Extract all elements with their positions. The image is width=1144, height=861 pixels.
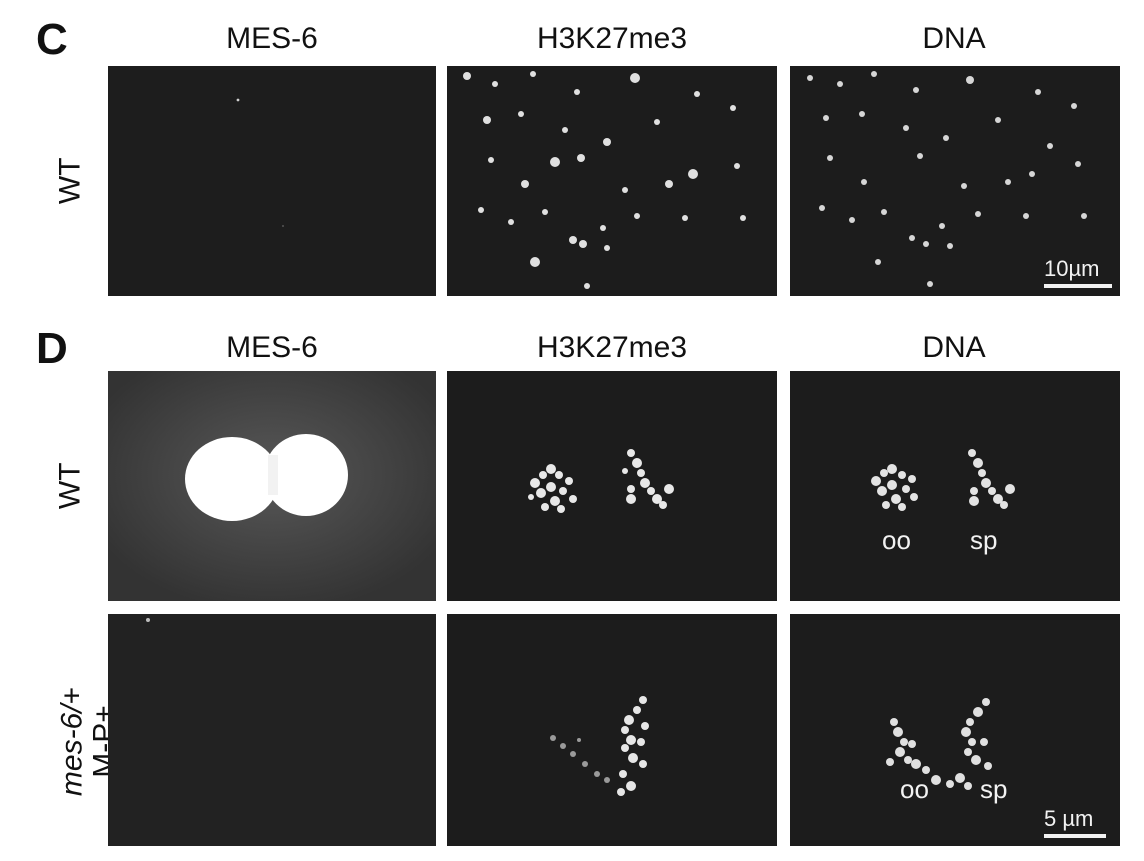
scale-bar-label-c: 10µm [1044, 256, 1100, 281]
nucleus-spot [492, 81, 498, 87]
nucleus-spot [881, 209, 887, 215]
micrograph-d-mes6-dna: oo sp 5 µm [790, 614, 1120, 846]
nucleus-spot [530, 71, 536, 77]
nucleus-spot [903, 125, 909, 131]
nucleus-spot [819, 205, 825, 211]
nucleus-spot [577, 154, 585, 162]
nucleus-spot [518, 111, 524, 117]
nucleus-spot [579, 240, 587, 248]
nucleus-spot [530, 257, 540, 267]
nucleus-spot [562, 127, 568, 133]
nucleus-spot [913, 87, 919, 93]
micrograph-d-mes6-mes6 [108, 614, 436, 846]
nucleus-spot [1047, 143, 1053, 149]
row-label-c-wt: WT [53, 157, 87, 205]
micrograph-d-mes6-h3k27me3 [447, 614, 777, 846]
col-title-c-dna: DNA [922, 22, 986, 55]
nucleus-spot [688, 169, 698, 179]
micrograph-d-wt-dna: oo sp [790, 371, 1120, 601]
nucleus-spot [488, 157, 494, 163]
nucleus-spot [654, 119, 660, 125]
nucleus-spot [682, 215, 688, 221]
nucleus-spot [665, 180, 673, 188]
row-label-d-wt: WT [53, 462, 87, 510]
nucleus-spot [871, 71, 877, 77]
nucleus-spot [909, 235, 915, 241]
nucleus-spot [521, 180, 529, 188]
nucleus-spot [740, 215, 746, 221]
nucleus-spot [849, 217, 855, 223]
nucleus-spot [734, 163, 740, 169]
col-title-d-h3k27me3: H3K27me3 [536, 331, 688, 364]
nucleus-spot [478, 207, 484, 213]
nucleus-spot [622, 187, 628, 193]
nucleus-spot [574, 89, 580, 95]
nucleus-spot [730, 105, 736, 111]
micrograph-d-wt-mes6 [108, 371, 436, 601]
panel-letter-c: C [36, 15, 68, 64]
nucleus-spot [483, 116, 491, 124]
nucleus-spot [550, 157, 560, 167]
oocyte-label-d-mes6: oo [900, 774, 929, 804]
nucleus-spot [1029, 171, 1035, 177]
nucleus-spot [961, 183, 967, 189]
nucleus-spot [823, 115, 829, 121]
nucleus-spot [927, 281, 933, 287]
col-title-d-mes6: MES-6 [226, 331, 318, 364]
col-title-d-dna: DNA [922, 331, 986, 364]
nucleus-spot [1081, 213, 1087, 219]
nucleus-spot [1005, 179, 1011, 185]
nucleus-spot [995, 117, 1001, 123]
nucleus-spot [939, 223, 945, 229]
nucleus-spot [508, 219, 514, 225]
nucleus-spot [859, 111, 865, 117]
nucleus-spot [827, 155, 833, 161]
sperm-label-d-wt: sp [970, 525, 998, 555]
nucleus-spot [1023, 213, 1029, 219]
nucleus-spot [604, 245, 610, 251]
row-label-d-mes6-plain: + [55, 686, 89, 705]
nucleus-spot [1075, 161, 1081, 167]
nucleus-spot [569, 236, 577, 244]
micrograph-c-h3k27me3 [447, 66, 777, 296]
scale-bar-label-d: 5 µm [1044, 806, 1094, 831]
col-title-c-mes6: MES-6 [226, 22, 318, 55]
nucleus-spot [603, 138, 611, 146]
nucleus-spot [975, 211, 981, 217]
scale-bar-c [1044, 284, 1112, 288]
nucleus-spot [807, 75, 813, 81]
nucleus-spot [947, 243, 953, 249]
nucleus-spot [600, 225, 606, 231]
nucleus-spot [875, 259, 881, 265]
nucleus-spot [917, 153, 923, 159]
nucleus-spot [1035, 89, 1041, 95]
nucleus-spot [966, 76, 974, 84]
sperm-label-d-mes6: sp [980, 774, 1008, 804]
nucleus-spot [923, 241, 929, 247]
col-title-c-h3k27me3: H3K27me3 [536, 22, 688, 55]
nucleus-spot [837, 81, 843, 87]
oocyte-label-d-wt: oo [882, 525, 911, 555]
micrograph-c-dna: 10µm [790, 66, 1120, 296]
nucleus-spot [634, 213, 640, 219]
nucleus-spot [861, 179, 867, 185]
micrograph-c-mes6 [108, 66, 436, 296]
nucleus-spot [542, 209, 548, 215]
panel-letter-d: D [36, 324, 68, 373]
nucleus-spot [1071, 103, 1077, 109]
nucleus-spot [630, 73, 640, 83]
nucleus-spot [694, 91, 700, 97]
micrograph-d-wt-h3k27me3 [447, 371, 777, 601]
scale-bar-d [1044, 834, 1106, 838]
row-label-d-mes6-italic: mes-6/ [55, 704, 89, 797]
nucleus-spot [943, 135, 949, 141]
nucleus-spot [584, 283, 590, 289]
nucleus-spot [463, 72, 471, 80]
